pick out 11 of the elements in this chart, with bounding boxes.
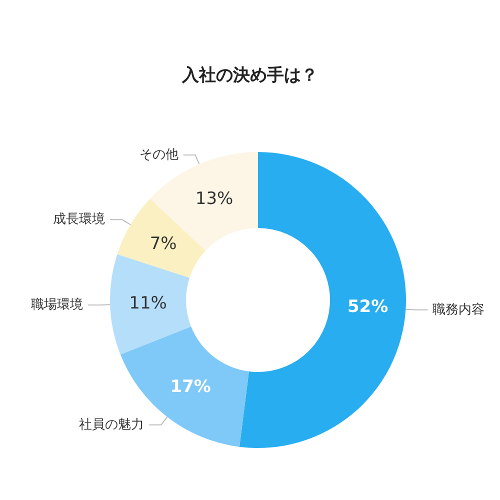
data-label: 11% [129, 293, 167, 314]
slice-label: 成長環境 [53, 211, 106, 228]
data-label: 7% [150, 234, 177, 254]
data-label: 17% [170, 376, 211, 397]
slice-label: その他 [139, 147, 178, 162]
data-label: 13% [195, 189, 234, 210]
slice-label: 職務内容 [432, 301, 485, 318]
slice-label: 職場環境 [31, 296, 84, 312]
chart-title: 入社の決め手は？ [181, 66, 318, 86]
slice-label: 社員の魅力 [79, 417, 144, 432]
data-label: 52% [347, 296, 388, 317]
